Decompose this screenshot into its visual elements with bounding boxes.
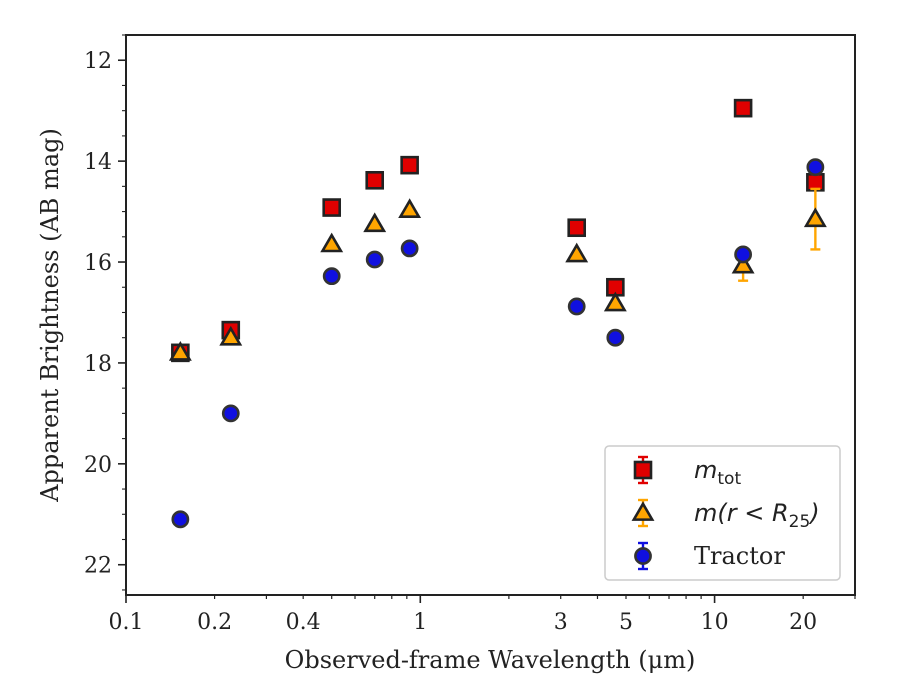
data-point [603, 291, 627, 312]
data-point [803, 207, 827, 228]
data-point [168, 341, 192, 361]
data-point [400, 239, 419, 258]
plot-area [125, 34, 856, 596]
legend-marker-triangle [631, 501, 655, 521]
series-square [171, 98, 825, 363]
series-circle [171, 158, 825, 529]
data-point [606, 328, 625, 347]
data-point [734, 245, 753, 264]
x-tick-label: 1 [413, 610, 427, 635]
data-point [320, 232, 344, 253]
data-point [219, 325, 243, 346]
data-point [567, 218, 587, 238]
data-point [322, 198, 342, 217]
x-tick-label: 0.4 [286, 610, 321, 635]
data-point [400, 155, 419, 175]
data-point [398, 198, 422, 218]
data-point [565, 242, 589, 263]
plot-frame [125, 34, 856, 596]
data-point [365, 250, 384, 269]
y-axis: 12 14 16 18 20 22 [84, 34, 126, 591]
data-point [365, 170, 385, 190]
y-tick-label: 16 [84, 251, 112, 276]
y-axis-label: Apparent Brightness (AB mag) [36, 128, 64, 503]
y-tick-label: 22 [84, 554, 112, 579]
x-tick-label: 5 [619, 610, 633, 635]
data-point [363, 212, 387, 233]
x-tick-label: 20 [789, 610, 817, 635]
x-tick-label: 0.2 [197, 610, 232, 635]
x-axis-label: Observed-frame Wavelength (μm) [285, 646, 696, 674]
data-point [567, 297, 586, 316]
x-tick-label: 0.1 [109, 610, 144, 635]
legend-label: Tractor [694, 542, 785, 570]
data-point [171, 510, 190, 529]
data-point [733, 98, 753, 118]
data-point [221, 404, 240, 423]
legend-marker-circle [634, 547, 652, 565]
legend-subscript: tot [717, 469, 741, 489]
x-tick-label: 10 [701, 610, 729, 635]
y-tick-label: 18 [84, 352, 112, 377]
series-layer [168, 98, 827, 529]
series-triangle [168, 187, 827, 361]
data-point [322, 267, 341, 286]
data-point [806, 158, 825, 177]
x-axis: 0.1 0.2 0.4 1 3 5 10 20 [109, 595, 856, 635]
legend-frame [604, 445, 841, 581]
legend-marker-square [633, 460, 653, 480]
y-tick-label: 14 [84, 150, 112, 175]
data-point [731, 253, 755, 274]
x-tick-label: 3 [554, 610, 568, 635]
legend-close: ) [808, 499, 819, 527]
y-tick-label: 20 [84, 453, 112, 478]
legend-subscript: 25 [789, 512, 811, 532]
y-tick-label: 12 [84, 49, 112, 74]
